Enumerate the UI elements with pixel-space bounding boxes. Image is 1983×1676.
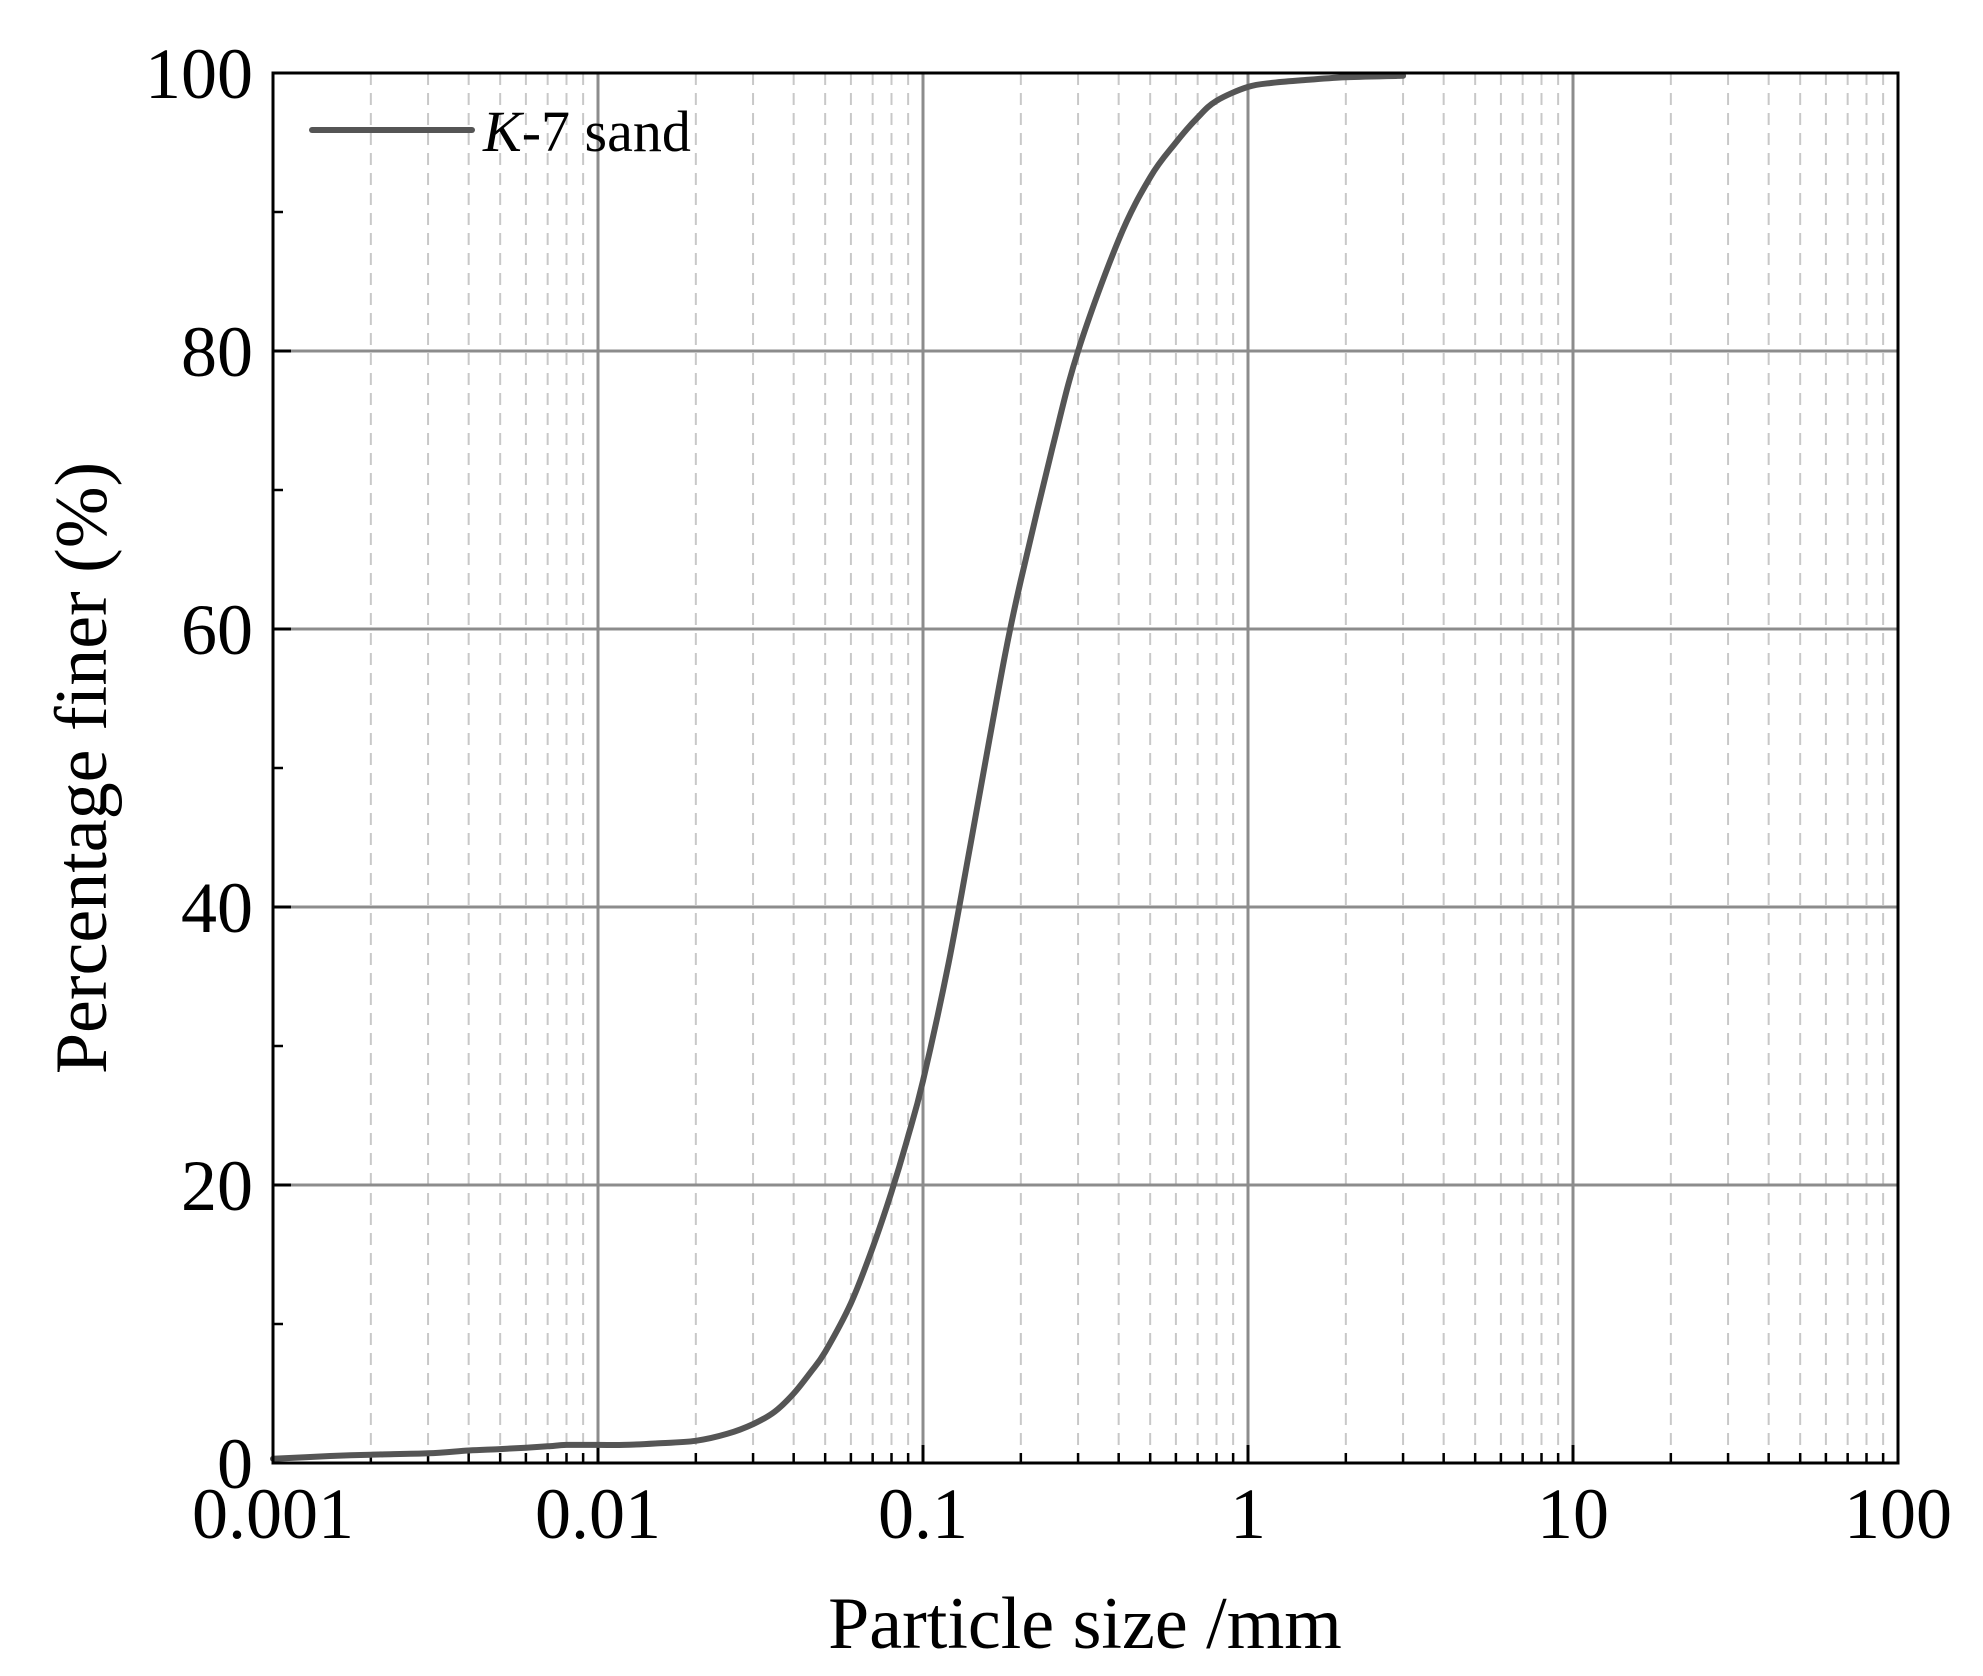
legend-label: K-7 sand bbox=[482, 99, 691, 164]
minor-gridlines bbox=[369, 73, 1885, 1463]
plot-frame bbox=[271, 71, 1900, 1465]
x-tick-label: 0.001 bbox=[192, 1474, 354, 1554]
legend: K-7 sand bbox=[309, 99, 691, 164]
y-tick-label: 80 bbox=[181, 312, 253, 392]
legend-label-rest: -7 sand bbox=[522, 99, 691, 164]
x-tick-label: 1 bbox=[1230, 1474, 1266, 1554]
y-tick-label: 100 bbox=[145, 34, 253, 114]
y-tick-label: 60 bbox=[181, 590, 253, 670]
y-tick-label: 20 bbox=[181, 1146, 253, 1226]
series-line-k7-sand bbox=[270, 72, 1407, 1462]
legend-label-italic: K bbox=[482, 99, 525, 164]
x-tick-label: 100 bbox=[1844, 1474, 1952, 1554]
y-tick-label: 40 bbox=[181, 868, 253, 948]
x-axis-title: Particle size /mm bbox=[828, 1583, 1342, 1665]
x-tick-label: 10 bbox=[1537, 1474, 1609, 1554]
y-tick-label: 0 bbox=[217, 1424, 253, 1504]
y-tick-labels: 0 20 40 60 80 100 bbox=[145, 34, 253, 1504]
x-tick-label: 0.1 bbox=[878, 1474, 968, 1554]
x-tick-labels: 0.001 0.01 0.1 1 10 100 bbox=[192, 1474, 1952, 1554]
x-tick-label: 0.01 bbox=[535, 1474, 661, 1554]
y-axis-title: Percentage finer (%) bbox=[41, 462, 123, 1074]
